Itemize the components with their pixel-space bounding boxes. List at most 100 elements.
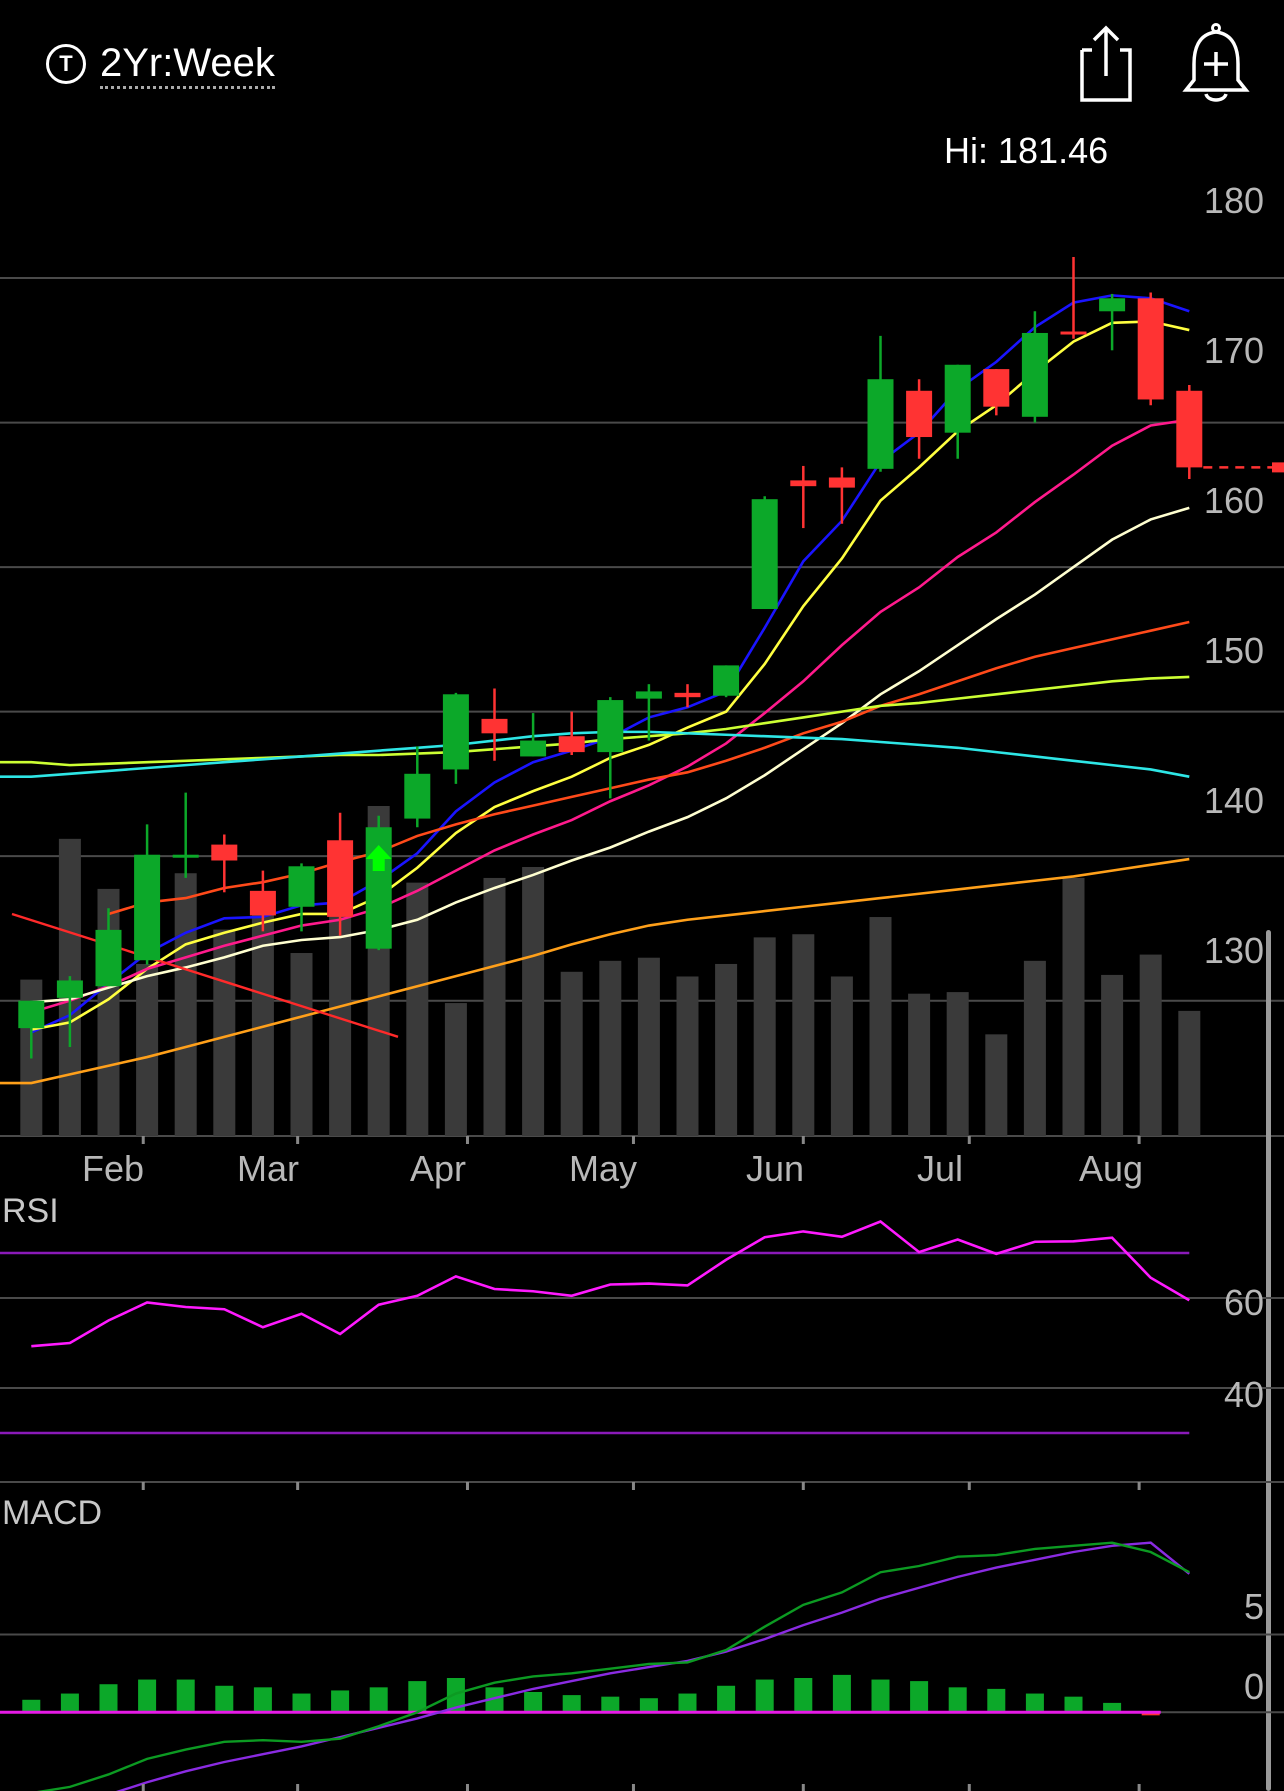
macd-histogram-bar [331,1690,350,1713]
volume-bar [560,971,583,1136]
candle-body [327,840,354,917]
macd-histogram-bar [138,1679,157,1713]
macd-histogram-bar [292,1693,311,1713]
price-tick-label: 150 [1203,630,1264,671]
candle-body [944,364,971,433]
volume-bar [251,895,274,1136]
macd-histogram-bar [562,1695,581,1713]
macd-histogram-bar [60,1693,79,1713]
scroll-indicator [1266,930,1271,1791]
candle-body [211,844,238,861]
macd-histogram-bar [1141,1712,1160,1716]
volume-bar [1101,974,1124,1136]
candle-body [983,369,1010,407]
candle-body [404,773,431,819]
price-tick-label: 180 [1203,180,1264,221]
macd-histogram-bar [408,1681,427,1713]
period-high-label: Hi: 181.46 [944,130,1109,171]
macd-histogram-bar [1064,1696,1083,1713]
volume-bar [869,917,892,1136]
macd-histogram-bar [717,1685,736,1713]
month-tick-label: Feb [81,1148,145,1189]
volume-bar [1139,954,1162,1136]
candle-body [134,854,161,961]
macd-histogram-bar [215,1685,234,1713]
candle-body [867,379,894,469]
volume-bar [676,976,699,1136]
volume-bar [1178,1010,1201,1136]
candle-body [95,929,122,987]
share-button[interactable] [1074,24,1136,104]
moving-average-line [108,620,1190,916]
macd-histogram-bar [794,1678,813,1713]
price-tick-label: 160 [1203,480,1264,521]
candle-body [1176,390,1203,468]
buy-signal-arrow [365,845,392,872]
volume-bar [599,960,622,1136]
volume-bar [908,993,931,1136]
macd-histogram-bar [871,1679,890,1713]
macd-tick-label: 5 [1243,1586,1264,1627]
candle-body [906,390,933,438]
rsi-tick-label: 60 [1223,1282,1264,1323]
rsi-tick-label: 40 [1223,1374,1264,1415]
macd-panel-label: MACD [2,1494,103,1532]
candle-body [442,694,469,770]
add-alert-bell-icon [1182,23,1250,102]
macd-histogram-bar [639,1698,658,1713]
volume-bar [985,1034,1008,1136]
candle-body [1099,298,1126,312]
trendline [11,912,399,1038]
macd-histogram-bar [832,1674,851,1713]
volume-bar [830,976,853,1136]
month-tick-label: Apr [409,1148,467,1189]
price-tick-label: 130 [1203,930,1264,971]
chart-toolbar: T 2Yr:Week [0,0,1284,120]
volume-bar [213,929,236,1136]
candle-body [674,692,701,698]
volume-bar [290,953,313,1136]
month-tick-label: Jul [916,1148,964,1189]
volume-bar [444,1003,467,1136]
macd-histogram-bar [485,1687,504,1713]
macd-histogram-bar [1025,1693,1044,1713]
macd-histogram-bar [22,1699,41,1713]
candle-body [790,480,817,487]
volume-bar [406,882,429,1136]
moving-average-line [30,294,1190,1034]
candle-body [1137,298,1164,400]
candle-body [635,691,662,699]
price-tick-label: 140 [1203,780,1264,821]
macd-histogram-bar [755,1679,774,1713]
candle-body [828,477,855,488]
range-selector-button[interactable]: T 2Yr:Week [46,38,275,90]
macd-histogram-bar [601,1696,620,1713]
moving-average-line [0,857,1190,1085]
volume-bar [715,963,738,1136]
month-tick-label: Aug [1078,1148,1144,1189]
range-type-icon: T [46,44,86,84]
moving-average-line [31,320,1190,1031]
candle-body [249,890,276,916]
macd-histogram-bar [910,1681,929,1713]
macd-histogram-bar [524,1692,543,1713]
volume-bar [946,992,969,1136]
candle-body [172,854,199,858]
volume-bar [792,934,815,1136]
month-tick-label: May [568,1148,638,1189]
candle-body [597,700,624,753]
candle-body [751,499,778,610]
moving-average-line [30,418,1190,1014]
add-alert-button[interactable] [1180,22,1252,106]
moving-average-line [0,675,1190,767]
last-price-marker [1272,462,1284,473]
volume-bar [522,866,545,1136]
volume-bar [1062,877,1085,1136]
candle-body [18,1000,45,1029]
volume-bar [136,963,159,1136]
volume-bar [637,957,660,1136]
candle-body [1021,332,1048,417]
macd-histogram-bar [446,1678,465,1713]
candle-body [713,665,740,696]
